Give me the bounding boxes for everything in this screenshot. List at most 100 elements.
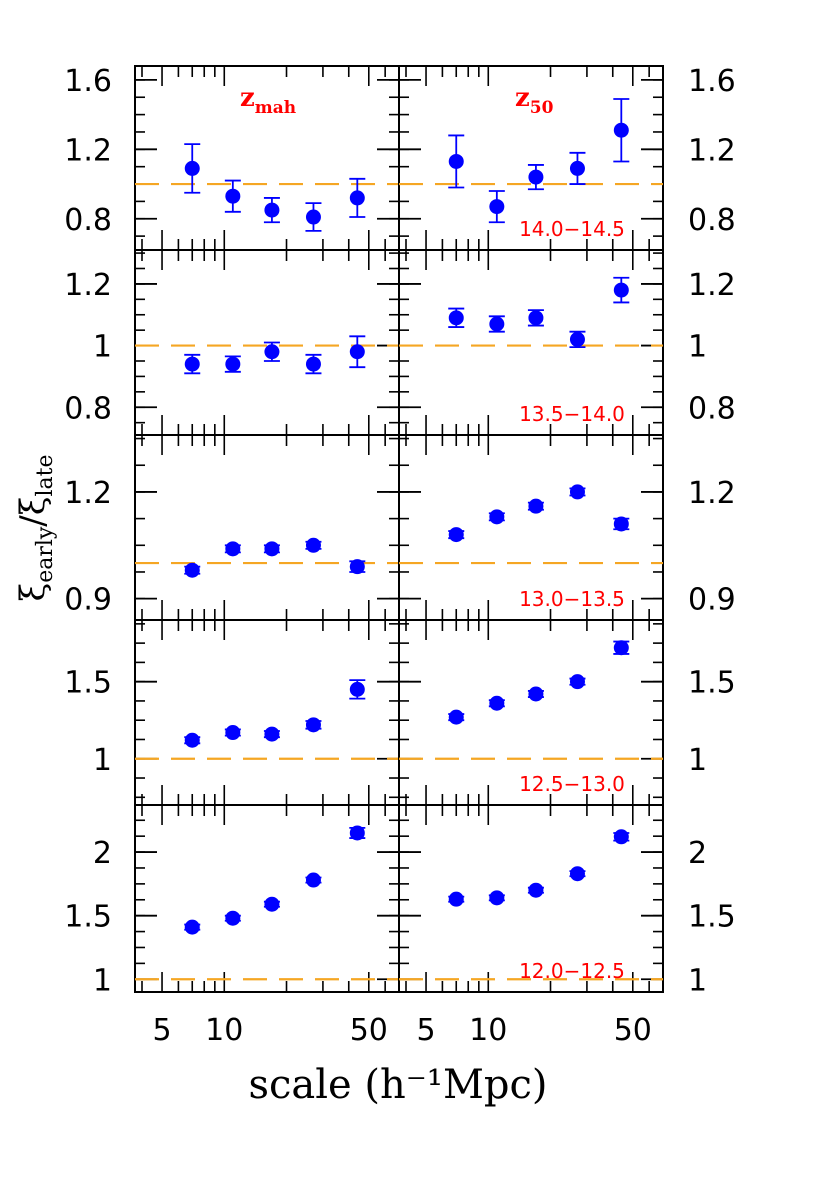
marker (305, 209, 321, 225)
data-point (613, 276, 630, 304)
axis-labels: scale (h⁻¹Mpc) ξearly/ξlate zmah z50 (13, 83, 554, 1108)
data-point (613, 640, 630, 656)
marker (569, 160, 585, 176)
marker (264, 202, 280, 218)
panel-r1-c0 (134, 249, 400, 436)
marker (448, 709, 464, 725)
y-tick-label-left: 1.2 (64, 476, 112, 511)
marker (448, 310, 464, 326)
marker (528, 169, 544, 185)
marker (184, 160, 200, 176)
y-tick-label-right: 2 (688, 836, 707, 871)
marker (184, 919, 200, 935)
data-point (224, 179, 241, 213)
marker (305, 717, 321, 733)
y-tick-label-right: 0.8 (688, 391, 736, 426)
marker (184, 356, 200, 372)
data-point (349, 825, 366, 841)
data-point (527, 164, 544, 191)
data-point (569, 330, 586, 349)
column-label-left-sub: mah (255, 98, 296, 118)
data-point (488, 315, 505, 333)
data-point (305, 717, 322, 733)
x-tick-label: 10 (469, 1013, 507, 1048)
data-point (224, 541, 241, 557)
x-tick-label: 50 (614, 1013, 652, 1048)
marker (264, 344, 280, 360)
mass-range-label: 12.0−12.5 (519, 959, 625, 983)
data-point (349, 679, 366, 700)
mass-range-label: 12.5−13.0 (519, 772, 625, 796)
marker (225, 356, 241, 372)
y-tick-label-left: 1.5 (64, 900, 112, 935)
y-tick-label-right: 1.6 (688, 64, 736, 99)
marker (305, 872, 321, 888)
mass-range-label: 13.5−14.0 (519, 402, 625, 426)
data-point (613, 829, 630, 845)
marker (613, 829, 629, 845)
marker (528, 686, 544, 702)
marker (489, 890, 505, 906)
marker (448, 891, 464, 907)
marker (264, 541, 280, 557)
column-label-left: zmah (240, 83, 296, 118)
y-axis-label-sub-early: early (33, 526, 58, 583)
data-point (527, 686, 544, 702)
y-axis-label: ξearly/ξlate (13, 454, 58, 601)
panel-grid: 14.0−14.5 0.8 0.8 1.2 1.2 1.6 1.6 13.5−14.0 0.8 0… (64, 64, 735, 1048)
data-point (448, 891, 465, 907)
y-tick-label-right: 1.5 (688, 900, 736, 935)
data-point (527, 882, 544, 898)
data-point (569, 484, 586, 500)
data-point (224, 910, 241, 926)
marker (184, 562, 200, 578)
mass-range-label: 14.0−14.5 (519, 217, 625, 241)
x-tick-label: 50 (350, 1013, 388, 1048)
marker (264, 726, 280, 742)
mass-range-label: 13.0−13.5 (519, 587, 625, 611)
y-tick-label-right: 1 (688, 330, 707, 365)
y-tick-label-right: 0.9 (688, 583, 736, 618)
marker (225, 910, 241, 926)
data-point (349, 335, 366, 369)
y-tick-label-right: 1 (688, 963, 707, 998)
marker (569, 484, 585, 500)
y-tick-label-left: 1.2 (64, 133, 112, 168)
marker (613, 122, 629, 138)
data-point (184, 143, 201, 194)
data-point (305, 202, 322, 232)
column-label-right: z50 (515, 83, 554, 118)
marker (528, 498, 544, 514)
marker (225, 188, 241, 204)
marker (184, 732, 200, 748)
y-axis-label-main-2: ξ (13, 496, 53, 515)
marker (448, 153, 464, 169)
data-point (184, 562, 201, 578)
marker (489, 316, 505, 332)
data-point (263, 541, 280, 557)
marker (489, 509, 505, 525)
panel-r4-c0 (134, 804, 400, 993)
y-tick-label-left: 1.6 (64, 64, 112, 99)
y-tick-label-right: 1.2 (688, 133, 736, 168)
panel-r2-c1 (398, 434, 664, 621)
data-point (184, 353, 201, 375)
data-point (184, 732, 201, 748)
data-point (263, 726, 280, 742)
y-tick-label-left: 1 (93, 963, 112, 998)
panel-r3-c0 (134, 619, 400, 806)
marker (305, 537, 321, 553)
data-point (613, 516, 630, 532)
panel-r0-c0 (134, 65, 400, 251)
data-point (488, 190, 505, 224)
marker (569, 674, 585, 690)
y-tick-label-left: 0.8 (64, 203, 112, 238)
marker (225, 725, 241, 741)
column-label-left-main: z (240, 83, 255, 113)
data-point (448, 134, 465, 189)
y-tick-label-left: 1 (93, 330, 112, 365)
marker (569, 331, 585, 347)
marker (349, 681, 365, 697)
data-point (263, 197, 280, 224)
